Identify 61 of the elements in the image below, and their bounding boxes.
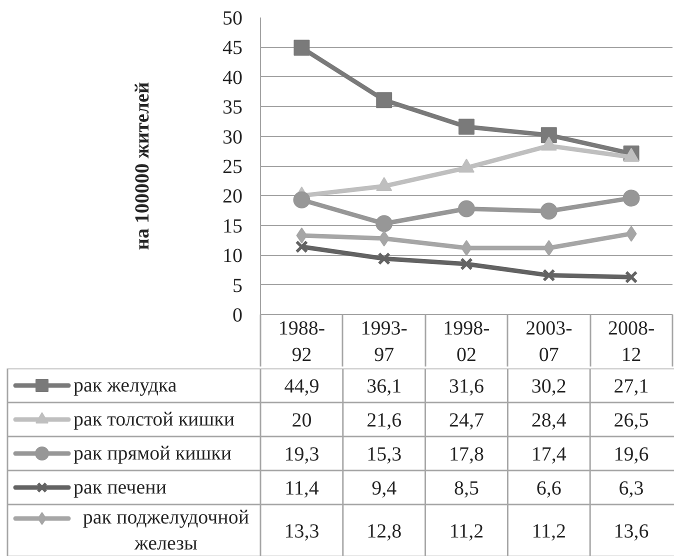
point: [542, 268, 556, 282]
data-label: 31,6: [449, 376, 484, 398]
point: [540, 202, 558, 220]
point: [293, 191, 310, 208]
y-tick-label: 45: [222, 37, 242, 60]
data-label: 44,9: [284, 376, 320, 398]
data-label: 13,3: [284, 520, 320, 542]
y-tick-label: 10: [222, 245, 242, 268]
x-tick-label: 2003-07: [526, 318, 572, 366]
legend-label: рак поджелудочной железы: [82, 506, 250, 555]
point: [376, 215, 393, 232]
data-label: 27,1: [614, 376, 649, 398]
data-label: 12,8: [366, 520, 402, 542]
point: [296, 228, 308, 244]
point: [376, 92, 392, 108]
point: [458, 118, 474, 135]
point: [295, 240, 308, 254]
point: [460, 258, 473, 270]
data-label: 15,3: [366, 444, 402, 466]
data-label: 13,6: [614, 520, 649, 542]
data-label: 19,3: [284, 444, 320, 466]
data-label: 30,2: [531, 376, 566, 398]
data-label: 6,3: [618, 478, 644, 500]
y-tick-label: 0: [232, 304, 242, 326]
data-label: 24,7: [449, 410, 484, 432]
data-label: 11,2: [449, 520, 484, 542]
y-tick-label: 50: [222, 8, 242, 30]
point: [294, 40, 310, 56]
y-tick-label: 40: [222, 66, 242, 89]
data-label: 9,4: [372, 478, 397, 500]
data-label: 11,2: [532, 520, 566, 542]
point: [622, 190, 640, 207]
x-tick-label: 2008-12: [608, 318, 655, 366]
data-label: 8,5: [454, 478, 479, 500]
legend-label: рак прямой кишки: [74, 442, 232, 464]
point: [624, 270, 638, 284]
data-label: 19,6: [614, 444, 649, 466]
y-tick-label: 15: [222, 215, 242, 238]
x-tick-label: 1998-02: [443, 318, 490, 366]
y-tick-label: 20: [222, 186, 242, 208]
data-label: 21,6: [366, 410, 402, 432]
y-tick-label: 25: [222, 156, 242, 178]
data-label: 6,6: [536, 478, 562, 500]
y-tick-label: 35: [222, 96, 242, 119]
point: [378, 252, 391, 266]
data-label: 28,4: [531, 410, 566, 432]
data-label: 17,8: [449, 444, 484, 466]
x-tick-label: 1988-92: [278, 318, 326, 366]
point: [458, 200, 475, 218]
legend-label: рак толстой кишки: [74, 408, 235, 430]
data-label: 36,1: [366, 376, 402, 398]
x-tick-label: 1993-97: [360, 318, 408, 366]
data-label: 11,4: [284, 478, 319, 500]
y-tick-label: 5: [232, 274, 242, 297]
y-tick-label: 30: [222, 126, 242, 148]
data-label: 26,5: [614, 410, 649, 432]
y-axis-title: на 100000 жителей: [132, 82, 154, 250]
data-label: 20: [292, 410, 312, 432]
legend-label: рак желудка: [74, 374, 177, 396]
legend-label: рак печени: [74, 476, 167, 498]
data-label: 17,4: [531, 444, 566, 466]
